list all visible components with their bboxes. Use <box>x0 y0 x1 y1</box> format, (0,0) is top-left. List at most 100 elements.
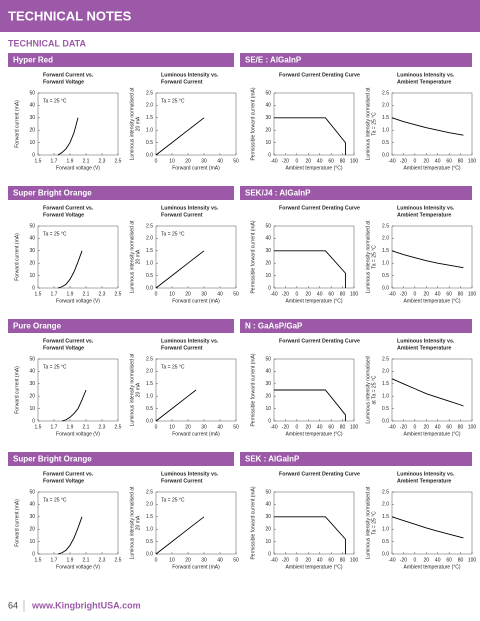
x-tick-label: 2.5 <box>115 158 122 164</box>
x-tick-label: 1.7 <box>51 291 58 297</box>
annotation: Ta = 25 °C <box>43 231 67 237</box>
x-tick-label: 0 <box>413 158 416 164</box>
y-tick-label: 1.5 <box>146 514 153 520</box>
y-tick-label: 40 <box>29 502 35 508</box>
x-tick-label: 40 <box>435 424 441 430</box>
chart-title: Forward Voltage <box>43 79 84 85</box>
y-tick-label: 0.5 <box>146 273 153 279</box>
x-tick-label: 0 <box>295 557 298 563</box>
x-tick-label: -40 <box>270 424 277 430</box>
y-tick-label: 10 <box>265 539 271 545</box>
data-line <box>155 250 205 289</box>
x-tick-label: 1.9 <box>67 158 74 164</box>
x-tick-label: -40 <box>388 291 395 297</box>
x-tick-label: 100 <box>350 424 359 430</box>
section-bar <box>8 319 234 333</box>
x-tick-label: 0 <box>295 158 298 164</box>
x-tick-label: -20 <box>282 424 289 430</box>
data-line <box>391 117 464 136</box>
x-tick-label: 0 <box>155 424 158 430</box>
x-tick-label: 100 <box>468 557 477 563</box>
data-line <box>61 389 87 422</box>
chart-title: Luminous Intensity vs. <box>161 72 219 78</box>
subheader: TECHNICAL DATA <box>8 38 86 48</box>
chart-title: Forward Voltage <box>43 345 84 351</box>
x-axis-label: Forward current (mA) <box>172 564 220 570</box>
y-tick-label: 10 <box>29 406 35 412</box>
y-axis-label: Ta = 25 °C <box>371 245 377 269</box>
y-tick-label: 1.5 <box>146 115 153 121</box>
y-tick-label: 40 <box>265 502 271 508</box>
x-tick-label: 20 <box>185 291 191 297</box>
x-tick-label: 2.3 <box>99 557 106 563</box>
y-tick-label: 2.0 <box>382 369 389 375</box>
y-tick-label: 2.0 <box>146 369 153 375</box>
y-tick-label: 40 <box>265 103 271 109</box>
x-tick-label: 100 <box>468 291 477 297</box>
x-tick-label: 60 <box>446 291 452 297</box>
y-tick-label: 50 <box>265 356 271 362</box>
chart-title: Forward Current vs. <box>43 72 94 78</box>
y-tick-label: 0.5 <box>382 539 389 545</box>
x-axis-label: Ambient temperature (°C) <box>285 431 342 437</box>
y-tick-label: 2.0 <box>146 502 153 508</box>
chart-title: Luminous Intensity vs. <box>161 338 219 344</box>
chart-title: Forward Current Derating Curve <box>279 338 360 344</box>
y-tick-label: 20 <box>29 128 35 134</box>
section-title: Super Bright Orange <box>13 455 92 464</box>
section-bar <box>240 319 472 333</box>
x-tick-label: 30 <box>201 291 207 297</box>
y-axis-label: Permissible forward current (mA) <box>250 353 256 426</box>
y-tick-label: 0 <box>32 418 35 424</box>
x-tick-label: 1.5 <box>35 424 42 430</box>
chart-title: Forward Current vs. <box>43 471 94 477</box>
y-tick-label: 0.0 <box>382 152 389 158</box>
chart-title: Forward Current vs. <box>43 338 94 344</box>
x-tick-label: 60 <box>446 158 452 164</box>
annotation: Ta = 25 °C <box>43 497 67 503</box>
y-tick-label: 30 <box>29 514 35 520</box>
x-tick-label: 100 <box>468 424 477 430</box>
x-tick-label: 80 <box>340 291 346 297</box>
y-tick-label: 10 <box>29 273 35 279</box>
x-tick-label: 80 <box>340 158 346 164</box>
footer-url[interactable]: www.KingbrightUSA.com <box>31 600 141 610</box>
chart-title: Luminous Intensity vs. <box>161 205 219 211</box>
x-tick-label: 2.1 <box>83 557 90 563</box>
x-tick-label: 1.9 <box>67 291 74 297</box>
x-tick-label: 40 <box>435 557 441 563</box>
section-bar <box>8 186 234 200</box>
x-tick-label: 30 <box>201 158 207 164</box>
plot-frame <box>155 92 237 156</box>
x-tick-label: 2.3 <box>99 291 106 297</box>
y-tick-label: 50 <box>265 223 271 229</box>
x-tick-label: 50 <box>233 557 239 563</box>
plot-frame <box>37 358 119 422</box>
y-tick-label: 2.5 <box>382 223 389 229</box>
y-tick-label: 20 <box>29 261 35 267</box>
plot-frame <box>37 92 119 156</box>
x-tick-label: 100 <box>350 557 359 563</box>
x-tick-label: 0 <box>413 424 416 430</box>
x-tick-label: 20 <box>306 424 312 430</box>
y-tick-label: 30 <box>29 381 35 387</box>
y-tick-label: 2.0 <box>382 236 389 242</box>
x-tick-label: -40 <box>388 557 395 563</box>
section-material: SEK : AlGaInP <box>245 455 300 464</box>
x-tick-label: 0 <box>155 158 158 164</box>
y-tick-label: 1.5 <box>146 248 153 254</box>
y-tick-label: 20 <box>265 261 271 267</box>
y-tick-label: 0.0 <box>382 551 389 557</box>
chart-title: Forward Current <box>161 478 203 484</box>
x-tick-label: 0 <box>295 291 298 297</box>
section-bar <box>8 452 234 466</box>
y-tick-label: 0 <box>32 285 35 291</box>
y-axis-label: Forward current (mA) <box>14 366 20 414</box>
x-tick-label: -40 <box>270 158 277 164</box>
chart-title: Ambient Temperature <box>397 79 451 85</box>
plot-frame <box>37 225 119 289</box>
y-tick-label: 0 <box>268 285 271 291</box>
x-tick-label: -20 <box>282 291 289 297</box>
x-tick-label: 60 <box>328 158 334 164</box>
x-tick-label: 30 <box>201 557 207 563</box>
